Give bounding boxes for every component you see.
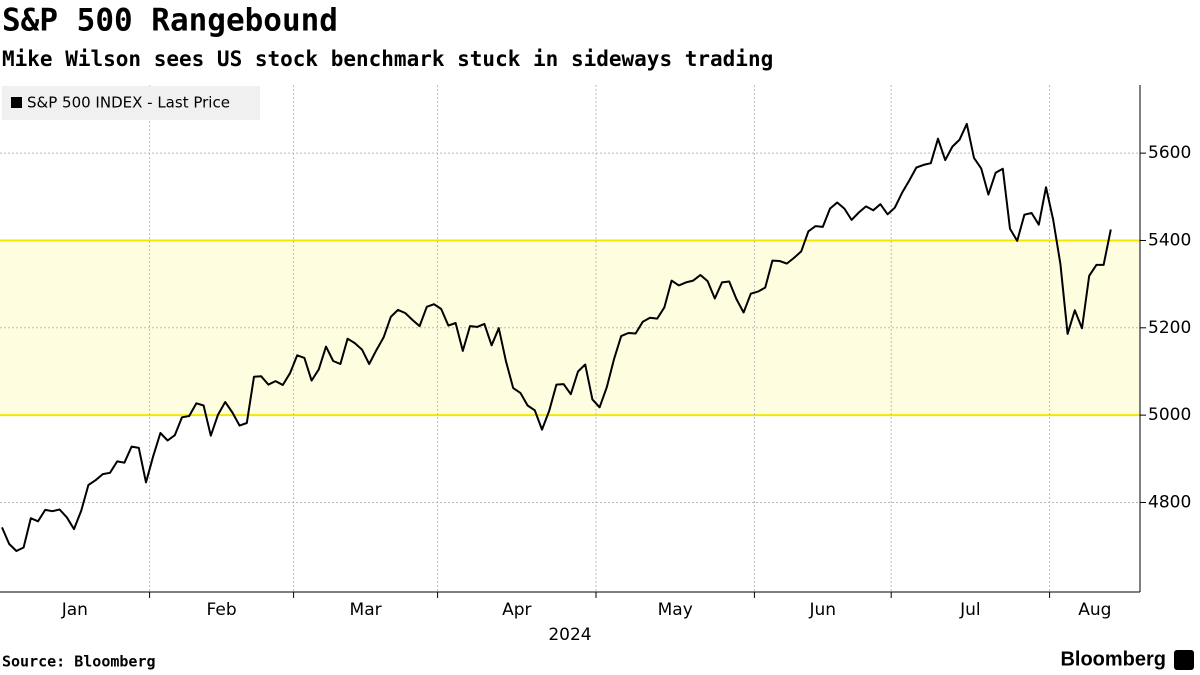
y-tick-label: 5000 xyxy=(1148,405,1191,425)
x-tick-label: Jan xyxy=(61,600,88,620)
legend-swatch xyxy=(11,97,22,108)
y-tick-label: 4800 xyxy=(1148,492,1191,512)
chart-title: S&P 500 Rangebound xyxy=(2,3,338,39)
x-tick-label: Apr xyxy=(502,600,531,620)
brand: Bloomberg xyxy=(1060,648,1166,670)
y-tick-label: 5600 xyxy=(1148,143,1191,163)
source: Source: Bloomberg xyxy=(2,653,156,671)
x-tick-label: Feb xyxy=(207,600,237,620)
x-axis-label: 2024 xyxy=(548,625,591,645)
x-tick-label: Mar xyxy=(350,600,382,620)
chart-subtitle: Mike Wilson sees US stock benchmark stuc… xyxy=(2,47,773,71)
legend-box xyxy=(2,86,260,120)
y-tick-label: 5200 xyxy=(1148,318,1191,338)
x-tick-label: May xyxy=(658,600,693,620)
x-tick-label: Jun xyxy=(809,600,837,620)
y-tick-label: 5400 xyxy=(1148,230,1191,250)
legend-label: S&P 500 INDEX - Last Price xyxy=(27,94,230,112)
x-tick-label: Jul xyxy=(959,600,981,620)
x-tick-label: Aug xyxy=(1078,600,1111,620)
line-series xyxy=(1,122,1112,552)
brand-icon xyxy=(1174,650,1194,670)
